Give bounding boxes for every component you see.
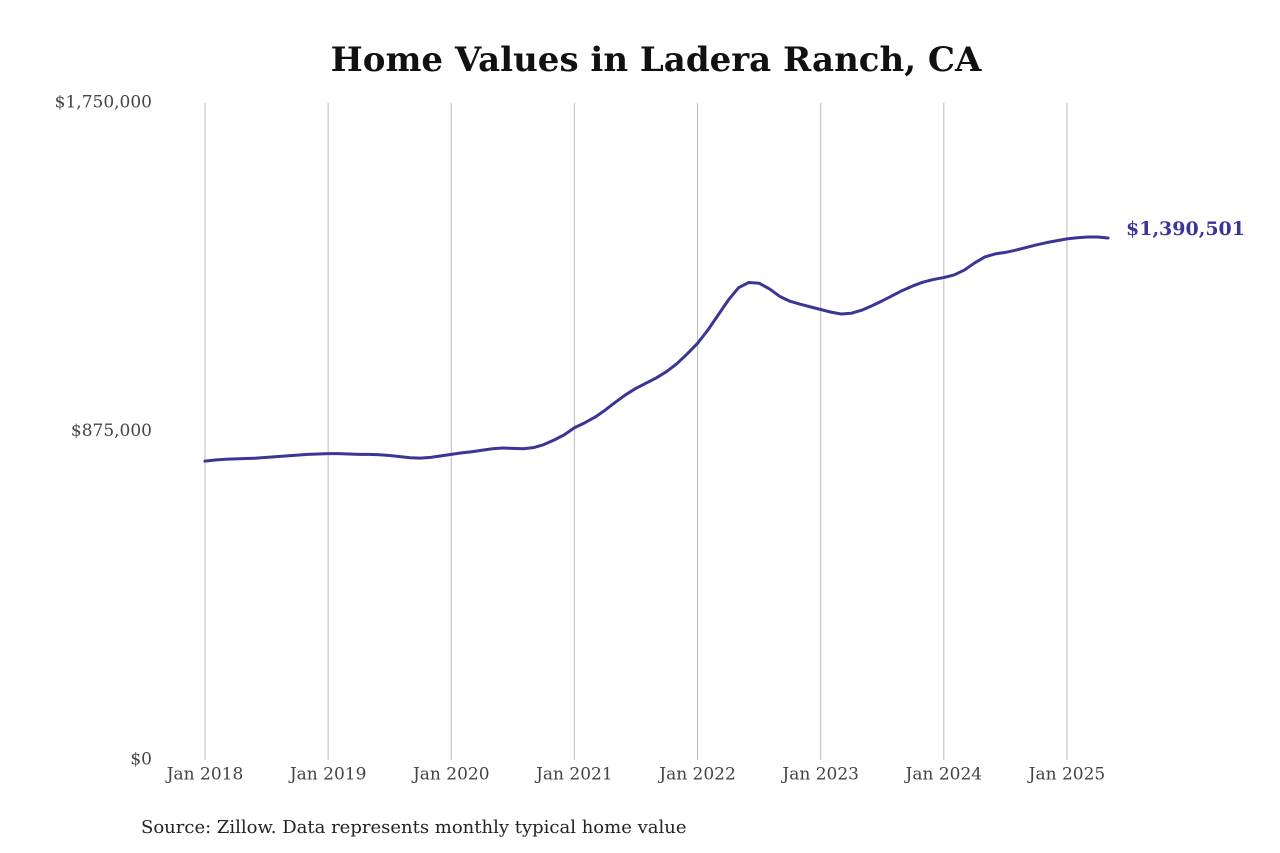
- x-tick-label: Jan 2024: [904, 765, 983, 785]
- y-tick-label: $0: [130, 750, 152, 770]
- chart-title: Home Values in Ladera Ranch, CA: [331, 40, 982, 80]
- x-tick-label: Jan 2022: [657, 765, 736, 785]
- y-tick-label: $1,750,000: [55, 93, 152, 113]
- x-tick-label: Jan 2018: [165, 765, 244, 785]
- x-tick-label: Jan 2025: [1027, 765, 1106, 785]
- x-tick-label: Jan 2020: [411, 765, 490, 785]
- source-note: Source: Zillow. Data represents monthly …: [141, 817, 687, 838]
- line-series: [203, 235, 1110, 463]
- x-tick-label: Jan 2023: [780, 765, 859, 785]
- x-tick-label: Jan 2021: [534, 765, 613, 785]
- x-tick-label: Jan 2019: [288, 765, 367, 785]
- value-label: $1,390,501: [1126, 218, 1245, 240]
- y-tick-label: $875,000: [71, 421, 152, 441]
